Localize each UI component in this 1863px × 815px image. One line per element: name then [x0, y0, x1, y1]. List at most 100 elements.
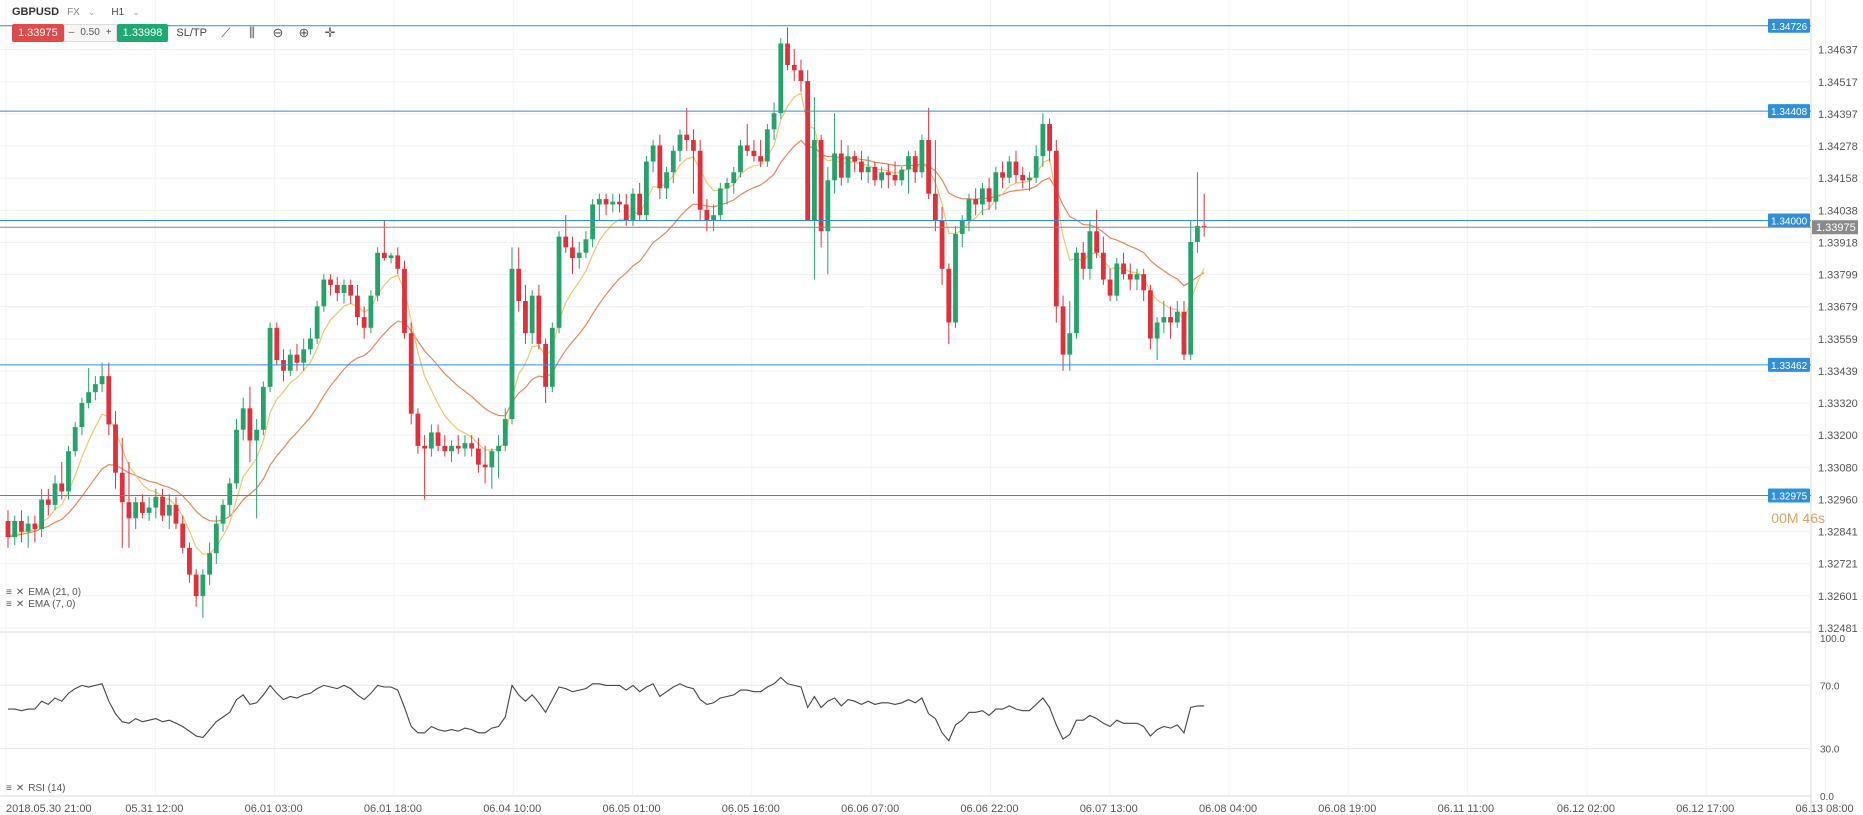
candle-body	[415, 413, 421, 446]
candle	[126, 461, 132, 548]
time-tick-label: 06.08 04:00	[1199, 803, 1257, 815]
candle-body	[1060, 306, 1066, 355]
candle-body	[469, 443, 475, 449]
candle-body	[771, 113, 777, 130]
candle-body	[301, 349, 307, 363]
candle-body	[449, 445, 454, 452]
candle-body	[334, 284, 340, 293]
candle	[449, 440, 454, 462]
candle-body	[785, 43, 790, 65]
candle	[751, 140, 757, 162]
candle	[630, 188, 636, 226]
ema21-legend[interactable]: ≡ ✕ EMA (21, 0)	[6, 587, 81, 598]
candle-body	[529, 295, 535, 334]
candle	[1114, 258, 1120, 302]
candle	[220, 499, 226, 532]
candle	[99, 362, 105, 393]
symbol-name[interactable]: GBPUSD	[12, 6, 60, 18]
price-tick-label: 1.34637	[1818, 45, 1858, 57]
candle-body	[791, 64, 797, 71]
candle	[704, 199, 710, 232]
price-tick-label: 1.32481	[1818, 623, 1858, 635]
candle	[872, 161, 878, 186]
candle	[72, 421, 78, 457]
close-icon[interactable]: ✕	[15, 599, 25, 610]
candle	[361, 306, 367, 339]
candle-body	[744, 145, 750, 151]
candle-body	[885, 172, 891, 175]
candle-body	[1040, 123, 1046, 157]
buy-button[interactable]: 1.33998	[116, 24, 169, 42]
candle-body	[247, 408, 253, 441]
candle	[19, 510, 24, 543]
candle-body	[986, 188, 992, 202]
lot-value[interactable]: 0.50	[80, 27, 100, 38]
candle	[576, 241, 582, 269]
price-tick-label: 1.34517	[1818, 77, 1858, 89]
ema7-line	[7, 92, 1205, 555]
price-tick-label: 1.33799	[1818, 269, 1858, 281]
sltp-button[interactable]: SL/TP	[176, 27, 207, 39]
candle-body	[596, 199, 602, 205]
candle-body	[267, 327, 273, 387]
candles-icon[interactable]: ⫼	[248, 25, 255, 40]
menu-icon[interactable]: ≡	[6, 587, 12, 598]
candle-body	[408, 333, 414, 414]
close-icon[interactable]: ✕	[15, 587, 25, 598]
candle-body	[711, 215, 716, 221]
level-tag-label: 1.34000	[1771, 217, 1808, 228]
candle-body	[1141, 274, 1147, 291]
level-tag-label: 1.33462	[1771, 361, 1808, 372]
lot-minus-button[interactable]: –	[68, 27, 75, 38]
candle	[348, 279, 354, 304]
candle-body	[153, 496, 159, 508]
timeframe[interactable]: H1	[111, 6, 125, 18]
price-tick-label: 1.32841	[1818, 526, 1858, 538]
candle	[919, 134, 925, 178]
time-tick-label: 06.06 22:00	[960, 803, 1018, 815]
candle	[946, 263, 952, 344]
candle	[590, 199, 596, 248]
chevron-down-icon[interactable]: ⌄	[132, 6, 140, 17]
candle	[59, 461, 65, 500]
chevron-down-icon[interactable]: ⌄	[87, 6, 96, 17]
menu-icon[interactable]: ≡	[6, 783, 12, 794]
candle	[536, 284, 542, 350]
candle	[778, 38, 784, 119]
candle-body	[361, 317, 367, 328]
candle	[422, 435, 428, 500]
candle-body	[355, 295, 360, 318]
crosshair-icon[interactable]: ✛	[324, 25, 336, 40]
ema7-legend[interactable]: ≡ ✕ EMA (7, 0)	[6, 599, 75, 610]
price-tick-label: 1.34278	[1818, 141, 1858, 153]
candle-body	[879, 172, 884, 181]
candle	[462, 435, 468, 457]
candle	[119, 437, 125, 548]
rsi-legend[interactable]: ≡ ✕ RSI (14)	[6, 783, 65, 794]
lot-plus-button[interactable]: +	[105, 27, 112, 38]
time-tick-label: 06.12 02:00	[1557, 803, 1615, 815]
candle	[193, 569, 199, 607]
lot-stepper[interactable]: – 0.50 +	[63, 24, 117, 42]
candle-body	[32, 523, 38, 530]
candle-body	[1181, 311, 1187, 355]
candle-body	[939, 220, 945, 269]
zoom-in-icon[interactable]: ⊕	[298, 25, 310, 40]
zoom-out-icon[interactable]: ⊖	[272, 25, 284, 40]
candle	[1148, 284, 1153, 350]
candle-body	[1027, 177, 1032, 181]
candle-body	[422, 445, 428, 449]
candle	[724, 177, 730, 205]
candle-body	[677, 134, 683, 151]
trendline-icon[interactable]: ⟋	[221, 25, 231, 40]
candle-body	[549, 327, 555, 387]
sell-button[interactable]: 1.33975	[12, 24, 64, 42]
candle-body	[650, 145, 656, 162]
candle	[932, 140, 938, 232]
candle-body	[294, 354, 300, 363]
candle	[496, 435, 501, 479]
menu-icon[interactable]: ≡	[6, 599, 12, 610]
close-icon[interactable]: ✕	[15, 783, 25, 794]
candle	[1100, 236, 1106, 285]
